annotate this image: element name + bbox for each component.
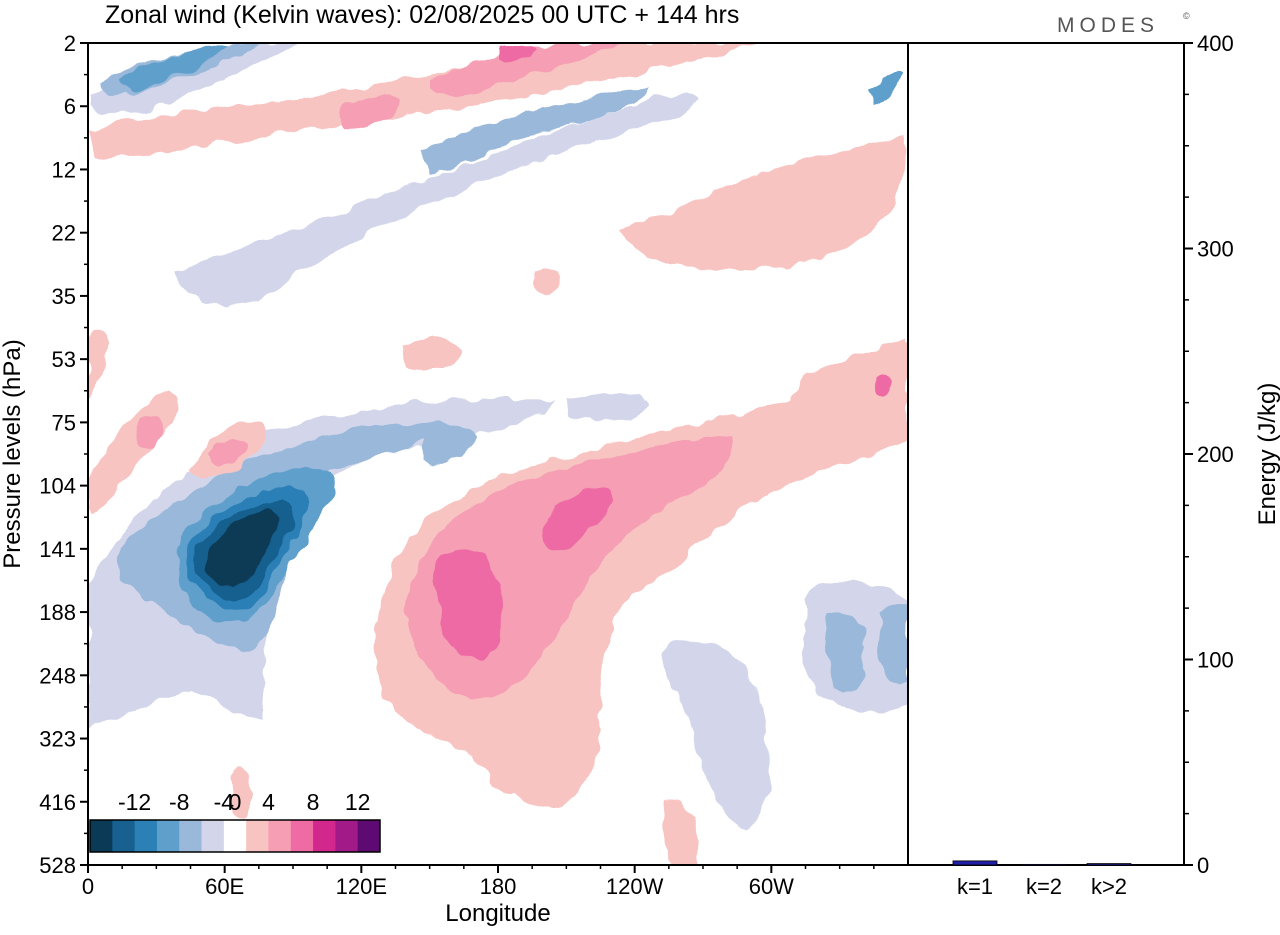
y-tick-label: 323 (39, 727, 76, 752)
longitude-axis: 0 60E 120E 180 120W 60W (82, 865, 875, 899)
contour-pos-6-far-right (876, 373, 891, 394)
x-tick-label: 60E (205, 874, 244, 899)
colorbar-label: -4 (214, 789, 235, 815)
colorbar-swatch (313, 820, 336, 852)
contour-pos-4-mid (205, 439, 250, 467)
contour-neg-14-core (205, 508, 277, 587)
contour-pos-2-bottom (662, 799, 700, 865)
y-tick-label: 22 (52, 221, 76, 246)
colorbar-label: 12 (345, 789, 371, 815)
energy-bar (1021, 863, 1067, 866)
contour-pos-4-upper (430, 43, 620, 95)
energy-bar (952, 860, 998, 866)
colorbar-frame (89, 819, 381, 853)
colorbar-swatch (134, 820, 158, 852)
colorbar-swatch (201, 820, 225, 852)
chart-title: Zonal wind (Kelvin waves): 02/08/2025 00… (105, 1, 739, 29)
energy-category-label: k=1 (957, 874, 993, 899)
y-tick-label: 53 (52, 347, 76, 372)
x-tick-label: 0 (82, 874, 94, 899)
colorbar-swatch (290, 820, 314, 852)
y-tick-label: 12 (52, 157, 76, 182)
contour-pos-6-upper (500, 46, 540, 62)
contour-neg-6-upper-band (420, 88, 650, 175)
contour-neg-4-lower-left (88, 399, 555, 730)
contour-pos-2-upper-right (620, 135, 905, 271)
contour-neg-6-right (825, 611, 865, 694)
energy-category-label: k>2 (1091, 874, 1127, 899)
contour-neg-4-right-lower (660, 640, 771, 830)
contour-pos-6-core (435, 548, 502, 660)
energy-tick-label: 300 (1197, 237, 1234, 262)
x-tick-label: 180 (480, 874, 517, 899)
brand-mark: © (1183, 11, 1190, 21)
x-axis-label: Longitude (445, 900, 550, 927)
contour-neg-6-mid (420, 422, 475, 464)
colorbar-swatch (223, 820, 247, 852)
y-tick-label: 2 (64, 31, 76, 56)
y-tick-label: 188 (39, 600, 76, 625)
contour-neg-8-right-top (868, 73, 902, 105)
y-axis-label: Pressure levels (hPa) (0, 339, 26, 568)
colorbar-swatch (156, 820, 180, 852)
pressure-axis: 2 6 12 22 35 53 75 104 141 188 248 323 416 528 (39, 31, 88, 878)
y-tick-label: 248 (39, 663, 76, 688)
x-tick-label: 120W (606, 874, 664, 899)
colorbar-swatch (112, 820, 136, 852)
colorbar-swatch (335, 820, 359, 852)
x-tick-label: 120E (336, 874, 387, 899)
x-tick-label: 60W (749, 874, 794, 899)
contour-neg-4-mid-right (565, 392, 650, 422)
y-tick-label: 416 (39, 790, 76, 815)
contour-neg-4-top-left (88, 43, 300, 114)
colorbar: -12 -8 -40 4 8 12 (89, 789, 381, 853)
colorbar-swatch (357, 820, 381, 852)
colorbar-label: 8 (307, 789, 320, 815)
energy-tick-label: 100 (1197, 648, 1234, 673)
energy-tick-label: 400 (1197, 31, 1234, 56)
y-tick-label: 75 (52, 410, 76, 435)
y-tick-label: 141 (39, 537, 76, 562)
contour-pos-2-upper-band (90, 43, 760, 160)
energy-tick-label: 0 (1197, 853, 1209, 878)
heatmap-plot (88, 43, 908, 865)
contour-pos-2-lower-tail (505, 696, 600, 810)
colorbar-label: 0 (229, 789, 242, 815)
contour-neg-6-far-right (878, 602, 908, 684)
contour-pos-2-small-2 (534, 266, 561, 294)
contour-neg-8-top-streak (120, 45, 230, 91)
contour-pos-6-core-2 (542, 487, 614, 549)
contour-pos-4-upper-2 (340, 94, 400, 128)
brand-logo: MODES (1057, 14, 1159, 37)
colorbar-label: -12 (118, 789, 151, 815)
energy-bar-chart: 0 100 200 300 400 k=1 k=2 k>2 (952, 31, 1234, 899)
y-tick-label: 35 (52, 284, 76, 309)
contour-neg-4-upper-band (175, 94, 700, 308)
energy-tick-label: 200 (1197, 442, 1234, 467)
colorbar-swatch (268, 820, 292, 852)
energy-bar (1086, 863, 1132, 866)
contour-pos-2-bottom-left (232, 767, 250, 820)
colorbar-label: 4 (262, 789, 275, 815)
contour-pos-2-left-edge (88, 329, 108, 400)
colorbar-label: -8 (169, 789, 189, 815)
y-tick-label: 6 (64, 94, 76, 119)
contour-pos-2-small-1 (400, 338, 460, 371)
energy-category-label: k=2 (1026, 874, 1062, 899)
y-tick-label: 528 (39, 853, 76, 878)
energy-axis-label: Energy (J/kg) (1254, 383, 1280, 526)
colorbar-swatch (179, 820, 203, 852)
contour-pos-2-far-right (792, 340, 905, 440)
colorbar-swatch (90, 820, 113, 852)
contour-pos-4-left (136, 415, 163, 450)
colorbar-swatch (246, 820, 269, 852)
y-tick-label: 104 (39, 474, 76, 499)
